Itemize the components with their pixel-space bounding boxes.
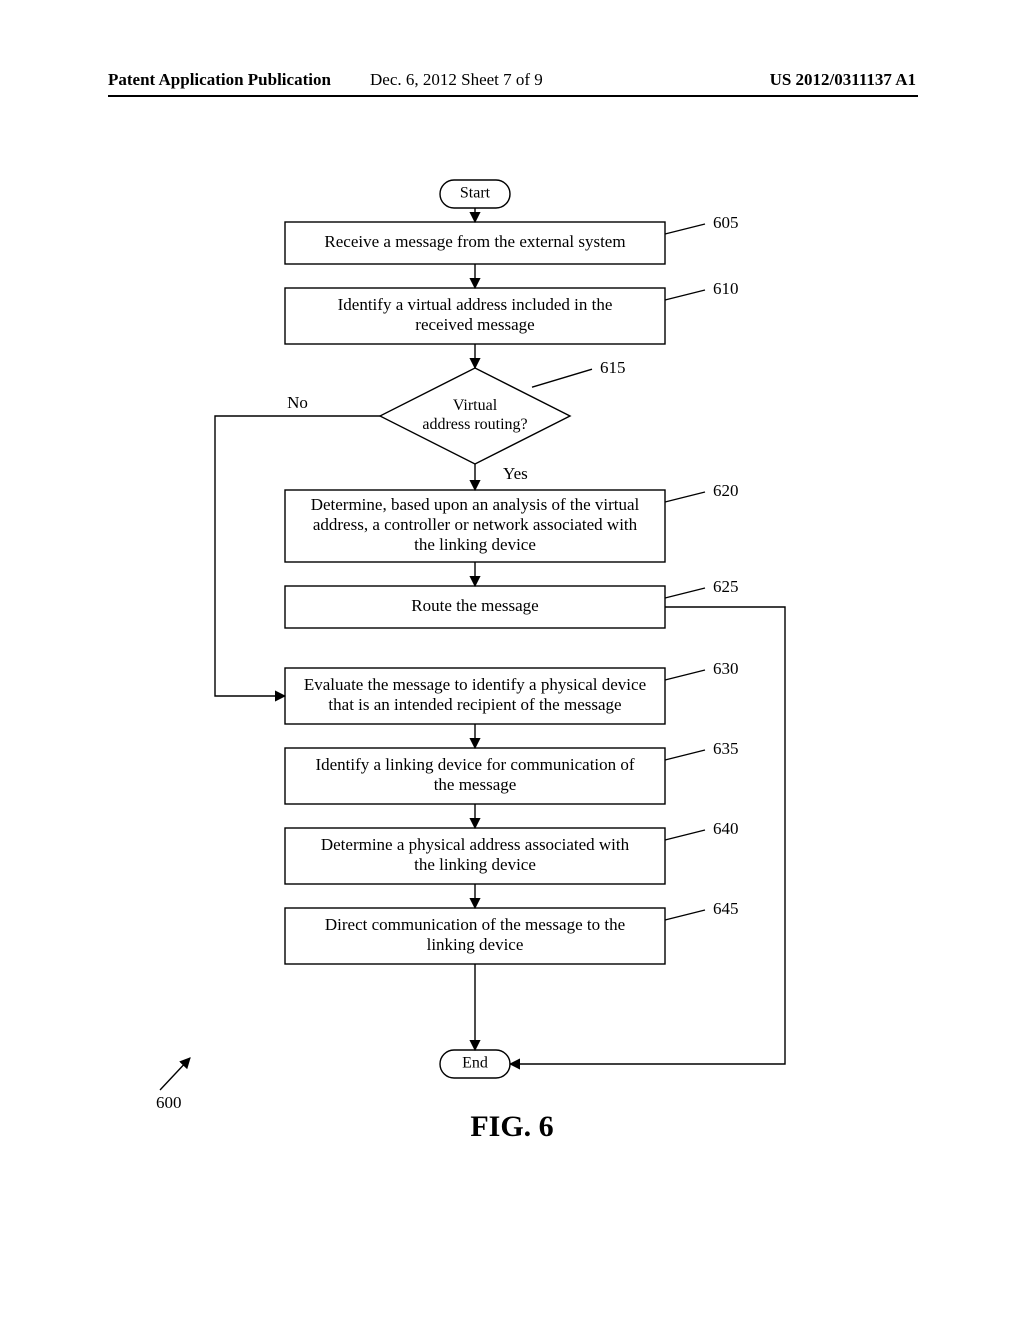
svg-text:address, a controller or netwo: address, a controller or network associa… xyxy=(313,515,638,534)
svg-text:625: 625 xyxy=(713,577,739,596)
svg-text:received message: received message xyxy=(415,315,534,334)
svg-text:630: 630 xyxy=(713,659,739,678)
svg-text:Determine a physical address a: Determine a physical address associated … xyxy=(321,835,630,854)
svg-text:address routing?: address routing? xyxy=(422,416,527,433)
svg-text:Identify a linking device for: Identify a linking device for communicat… xyxy=(315,755,634,774)
svg-text:linking device: linking device xyxy=(427,935,524,954)
svg-text:605: 605 xyxy=(713,213,739,232)
svg-text:Yes: Yes xyxy=(503,464,528,483)
svg-text:End: End xyxy=(462,1055,488,1072)
svg-text:the message: the message xyxy=(434,775,517,794)
svg-text:610: 610 xyxy=(713,279,739,298)
svg-text:645: 645 xyxy=(713,899,739,918)
svg-text:the linking device: the linking device xyxy=(414,535,536,554)
svg-text:Route the message: Route the message xyxy=(411,596,538,615)
header-left: Patent Application Publication xyxy=(108,70,331,90)
svg-text:Identify a virtual address inc: Identify a virtual address included in t… xyxy=(338,295,613,314)
header-right: US 2012/0311137 A1 xyxy=(770,70,916,90)
svg-text:Evaluate the message to identi: Evaluate the message to identify a physi… xyxy=(304,675,646,694)
svg-text:No: No xyxy=(287,393,308,412)
svg-text:Direct communication of the me: Direct communication of the message to t… xyxy=(325,915,625,934)
svg-text:620: 620 xyxy=(713,481,739,500)
svg-text:635: 635 xyxy=(713,739,739,758)
figure-label: FIG. 6 xyxy=(0,1110,1024,1144)
flowchart: Start End Receive a message from the exter… xyxy=(130,170,900,1170)
svg-text:640: 640 xyxy=(713,819,739,838)
svg-text:Start: Start xyxy=(460,185,491,202)
svg-text:the linking device: the linking device xyxy=(414,855,536,874)
header-mid: Dec. 6, 2012 Sheet 7 of 9 xyxy=(370,70,543,90)
svg-text:that is an intended recipient: that is an intended recipient of the mes… xyxy=(328,695,621,714)
svg-text:Receive a message from the ext: Receive a message from the external syst… xyxy=(324,232,625,251)
svg-text:Determine, based upon an analy: Determine, based upon an analysis of the… xyxy=(311,495,640,514)
svg-text:Virtual: Virtual xyxy=(453,397,498,414)
svg-text:615: 615 xyxy=(600,358,626,377)
header-rule xyxy=(108,95,918,97)
